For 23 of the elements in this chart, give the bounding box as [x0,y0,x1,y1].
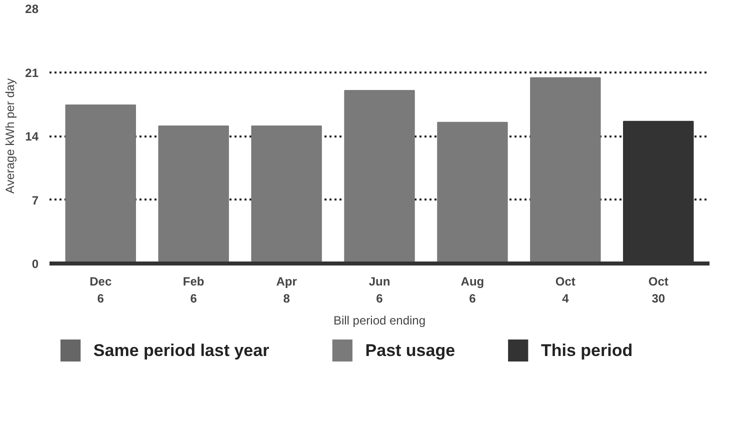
bar [158,125,229,264]
x-axis-title: Bill period ending [333,313,426,328]
y-tick-label: 21 [25,66,39,80]
x-tick-label: Jun 6 [368,274,390,306]
bar [65,104,136,264]
legend-label: Same period last year [93,341,270,360]
y-tick-label: 28 [25,2,39,16]
bar [344,90,415,264]
bar [530,77,601,264]
x-tick-label: Dec 6 [90,274,112,306]
x-tick-label: Apr 8 [276,274,298,306]
x-tick-label: Oct 4 [555,274,576,306]
y-axis-title: Average kWh per day [3,78,18,194]
bar [251,125,322,264]
bar [437,122,508,264]
y-tick-label: 7 [32,193,39,208]
y-tick-label: 0 [32,257,39,271]
x-tick-label: Oct 30 [648,274,668,306]
y-tick-label: 14 [25,130,39,144]
legend-label: This period [541,341,633,360]
x-tick-label: Feb 6 [182,274,204,306]
legend-label: Past usage [365,341,456,360]
x-tick-label: Aug 6 [460,274,484,306]
